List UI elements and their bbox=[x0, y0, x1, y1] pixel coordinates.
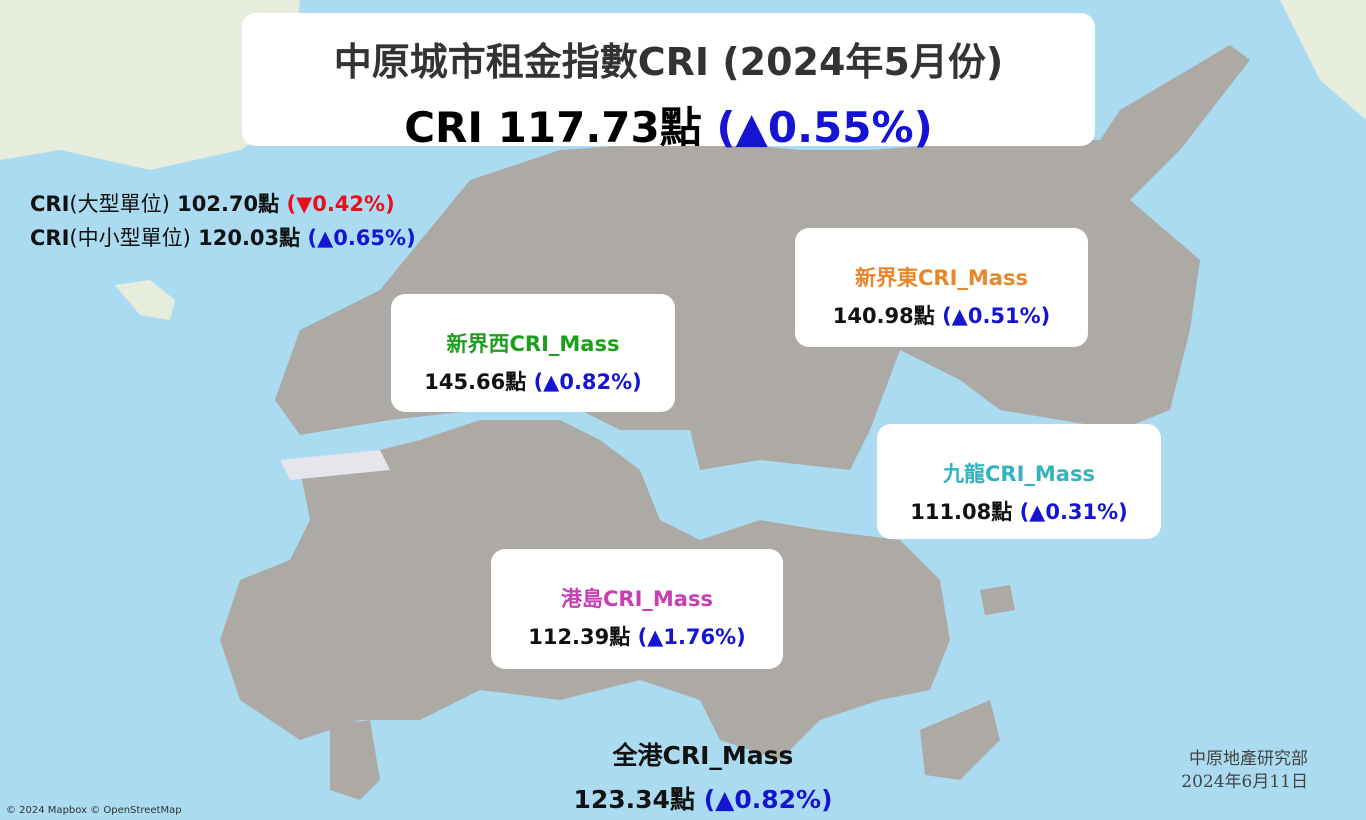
region-box: 新界西CRI_Mass 145.66點 (▲0.82%) bbox=[391, 294, 675, 412]
footer-source: 中原地產研究部 bbox=[1189, 749, 1308, 769]
region-value: 140.98點 bbox=[832, 304, 935, 328]
headline-change: (▲0.55%) bbox=[716, 103, 933, 152]
summary-prefix: CRI bbox=[30, 226, 70, 250]
region-change: (▲0.82%) bbox=[533, 370, 642, 394]
summary-value: 102.70點 bbox=[177, 192, 280, 216]
region-name: 九龍CRI_Mass bbox=[943, 462, 1095, 486]
summary-label: (大型單位) bbox=[69, 192, 170, 216]
region-value-line: 145.66點 (▲0.82%) bbox=[391, 366, 675, 396]
region-value-line: 112.39點 (▲1.76%) bbox=[491, 621, 783, 651]
region-name: 新界東CRI_Mass bbox=[855, 266, 1028, 290]
summary-label: (中小型單位) bbox=[69, 226, 191, 250]
footer: 中原地產研究部 2024年6月11日 bbox=[1181, 748, 1308, 794]
region-name: 港島CRI_Mass bbox=[561, 587, 713, 611]
summary-line: CRI(大型單位) 102.70點 (▼0.42%) bbox=[30, 188, 395, 218]
region-box: 九龍CRI_Mass 111.08點 (▲0.31%) bbox=[877, 424, 1161, 539]
summary-line: CRI(中小型單位) 120.03點 (▲0.65%) bbox=[30, 222, 416, 252]
region-change: (▲0.31%) bbox=[1019, 500, 1128, 524]
region-change: (▲1.76%) bbox=[637, 625, 746, 649]
region-value: 112.39點 bbox=[528, 625, 631, 649]
summary-prefix: CRI bbox=[30, 192, 70, 216]
region-value: 111.08點 bbox=[910, 500, 1013, 524]
overall-label: 全港CRI_Mass 123.34點 (▲0.82%) bbox=[500, 736, 906, 816]
region-box: 港島CRI_Mass 112.39點 (▲1.76%) bbox=[491, 549, 783, 669]
region-name: 新界西CRI_Mass bbox=[446, 332, 620, 356]
title: 中原城市租金指數CRI (2024年5月份) bbox=[333, 40, 1004, 84]
summary-change: (▲0.65%) bbox=[307, 226, 416, 250]
overall-value: 123.34點 bbox=[573, 785, 695, 814]
region-value-line: 140.98點 (▲0.51%) bbox=[795, 300, 1088, 330]
region-value-line: 111.08點 (▲0.31%) bbox=[877, 496, 1161, 526]
summary-change: (▼0.42%) bbox=[286, 192, 395, 216]
overall-value-line: 123.34點 (▲0.82%) bbox=[500, 780, 906, 816]
region-value: 145.66點 bbox=[424, 370, 527, 394]
footer-date: 2024年6月11日 bbox=[1181, 772, 1308, 792]
headline-label: CRI bbox=[404, 103, 484, 152]
map-attribution: © 2024 Mapbox © OpenStreetMap bbox=[6, 805, 182, 816]
summary-value: 120.03點 bbox=[198, 226, 301, 250]
overall-name: 全港CRI_Mass bbox=[612, 741, 794, 770]
headline: CRI 117.73點 (▲0.55%) bbox=[242, 94, 1095, 155]
region-box: 新界東CRI_Mass 140.98點 (▲0.51%) bbox=[795, 228, 1088, 347]
headline-value: 117.73點 bbox=[497, 103, 702, 152]
region-change: (▲0.51%) bbox=[942, 304, 1051, 328]
overall-change: (▲0.82%) bbox=[703, 785, 833, 814]
title-box: 中原城市租金指數CRI (2024年5月份) CRI 117.73點 (▲0.5… bbox=[242, 13, 1095, 152]
